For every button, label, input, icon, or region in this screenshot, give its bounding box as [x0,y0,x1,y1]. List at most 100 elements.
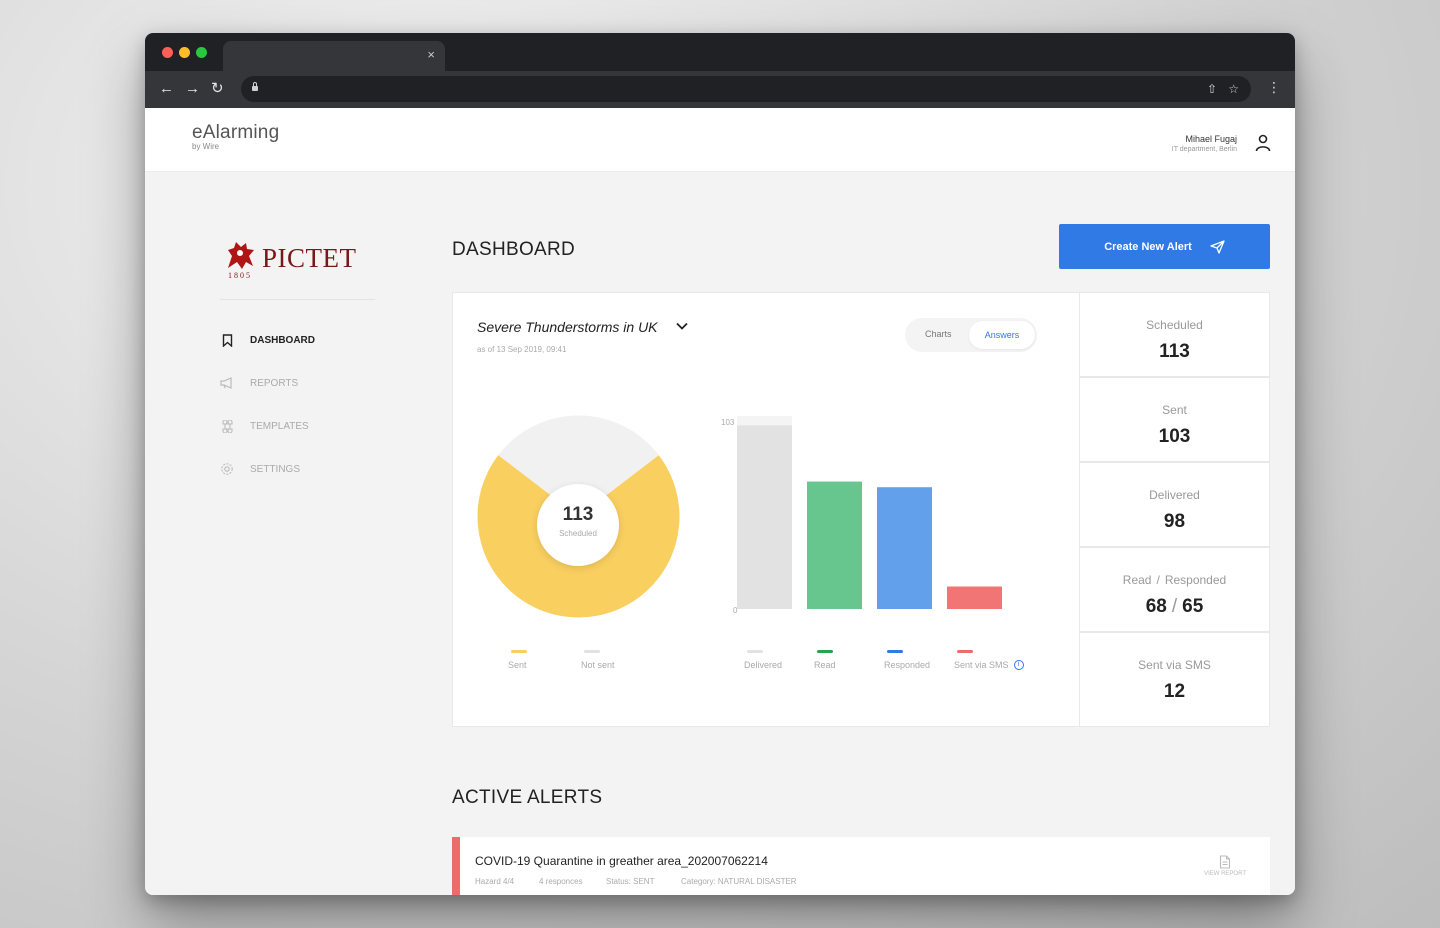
alert-row-title: COVID-19 Quarantine in greather area_202… [475,854,768,868]
donut-value: 113 [562,504,594,525]
legend-swatch [957,650,973,653]
stats-panel: Scheduled 113 Sent 103 Delivered 98 Read… [1079,292,1270,727]
page-title: DASHBOARD [452,239,576,260]
sidebar-item-label: DASHBOARD [250,334,315,346]
stat-value: 68/65 [1080,596,1269,618]
tab-answers[interactable]: Answers [969,321,1035,349]
star-icon[interactable]: ☆ [1228,82,1239,96]
back-icon[interactable]: ← [159,80,174,97]
stat-label: Delivered [1149,488,1200,502]
sidebar-item-templates[interactable]: TEMPLATES [220,419,309,433]
send-icon [1210,239,1225,254]
axis-min-label: 0 [733,606,738,615]
legend-item-sent: Sent [508,650,527,670]
donut-label: Scheduled [559,529,597,538]
alert-row-category: Category: NATURAL DISASTER [681,877,797,886]
stat-value-responded: 65 [1182,596,1204,617]
legend-swatch [511,650,527,653]
stat-value: 98 [1163,511,1186,532]
stat-label: Read / Responded [1080,573,1269,587]
megaphone-icon [220,376,234,390]
legend-label: Sent [508,660,527,670]
active-alerts-title: ACTIVE ALERTS [452,787,603,808]
share-icon[interactable]: ⇧ [1206,82,1217,96]
legend-label: Read [814,660,836,670]
bar-delivered [737,425,792,609]
address-bar[interactable]: ⇧ ☆ [241,76,1251,102]
legend-item-not-sent: Not sent [581,650,615,670]
legend-swatch [817,650,833,653]
create-alert-label: Create New Alert [1104,240,1192,253]
gear-icon [220,462,234,476]
legend-swatch [584,650,600,653]
company-logo: PICTET 1805 [222,238,357,280]
bar-sent-via-sms [947,586,1002,609]
list-item[interactable]: COVID-19 Quarantine in greather area_202… [452,837,1270,895]
browser-window: × ← → ↻ ⇧ ☆ ⋮ eAlarming by Wire Mihael F… [145,33,1295,895]
stat-separator: / [1171,596,1178,617]
sidebar-item-label: TEMPLATES [250,420,309,432]
stat-label: Scheduled [1146,318,1203,332]
stat-label: Sent via SMS [1138,658,1211,672]
close-window-button[interactable] [162,47,173,58]
alert-row-responses: 4 responces [539,877,583,886]
browser-tab[interactable]: × [223,41,445,71]
browser-menu-icon[interactable]: ⋮ [1267,79,1281,95]
legend-swatch [887,650,903,653]
legend-swatch [747,650,763,653]
logo-text: PICTET [262,243,357,273]
alert-row-status: Status: SENT [606,877,655,886]
app-brand[interactable]: eAlarming by Wire [192,122,279,151]
sidebar-item-reports[interactable]: REPORTS [220,376,298,390]
stat-value-read: 68 [1145,596,1167,617]
legend-label: Sent via SMS [954,660,1009,670]
sidebar-item-settings[interactable]: SETTINGS [220,462,300,476]
legend-label: Not sent [581,660,615,670]
bar-plot-area [737,416,1002,609]
stat-read-responded: Read / Responded 68/65 [1079,547,1270,632]
sidebar-item-label: REPORTS [250,377,299,389]
view-toggle: Charts Answers [905,318,1037,352]
window-controls [162,47,207,58]
legend-label: Delivered [744,660,783,670]
app-header: eAlarming by Wire Mihael Fugaj IT depart… [145,108,1295,172]
bar-responded [877,487,932,609]
user-icon[interactable] [1255,134,1271,152]
legend-item-delivered: Delivered [744,650,782,670]
info-icon[interactable]: i [1013,660,1024,670]
stat-separator: / [1156,573,1160,587]
user-department: IT department, Berlin [1171,146,1237,153]
stat-label: Sent [1162,403,1187,417]
stat-label-responded: Responded [1164,573,1227,587]
view-report-label: VIEW REPORT [1204,871,1246,877]
axis-max-label: 103 [721,418,735,427]
response-bar-chart: 103 0 [713,406,1053,636]
legend-item-sms: Sent via SMS i [954,650,1024,670]
bar-read [807,481,862,609]
sidebar-item-dashboard[interactable]: DASHBOARD [220,333,315,347]
legend-item-read: Read [814,650,836,670]
user-name: Mihael Fugaj [1185,134,1237,144]
forward-icon[interactable]: → [185,80,200,97]
minimize-window-button[interactable] [179,47,190,58]
stat-value: 103 [1158,426,1191,447]
browser-tabbar: × [145,33,1295,71]
chevron-down-icon[interactable] [675,319,689,333]
sidebar-divider [220,299,375,300]
close-tab-icon[interactable]: × [427,47,435,62]
app-subtitle: by Wire [192,142,220,151]
reload-icon[interactable]: ↻ [211,80,224,97]
user-info: Mihael Fugaj IT department, Berlin [1172,134,1237,153]
legend-item-responded: Responded [884,650,930,670]
tab-charts[interactable]: Charts [925,329,952,339]
bookmark-icon [220,333,234,347]
stat-sent-sms: Sent via SMS 12 [1079,632,1270,727]
stat-delivered: Delivered 98 [1079,462,1270,547]
stat-label-read: Read [1122,573,1152,587]
alert-severity-bar [452,837,460,895]
create-alert-button[interactable]: Create New Alert [1059,224,1270,269]
stat-scheduled: Scheduled 113 [1079,292,1270,377]
lion-crest-icon [228,242,254,269]
view-report-button[interactable]: VIEW REPORT [1204,855,1246,877]
maximize-window-button[interactable] [196,47,207,58]
